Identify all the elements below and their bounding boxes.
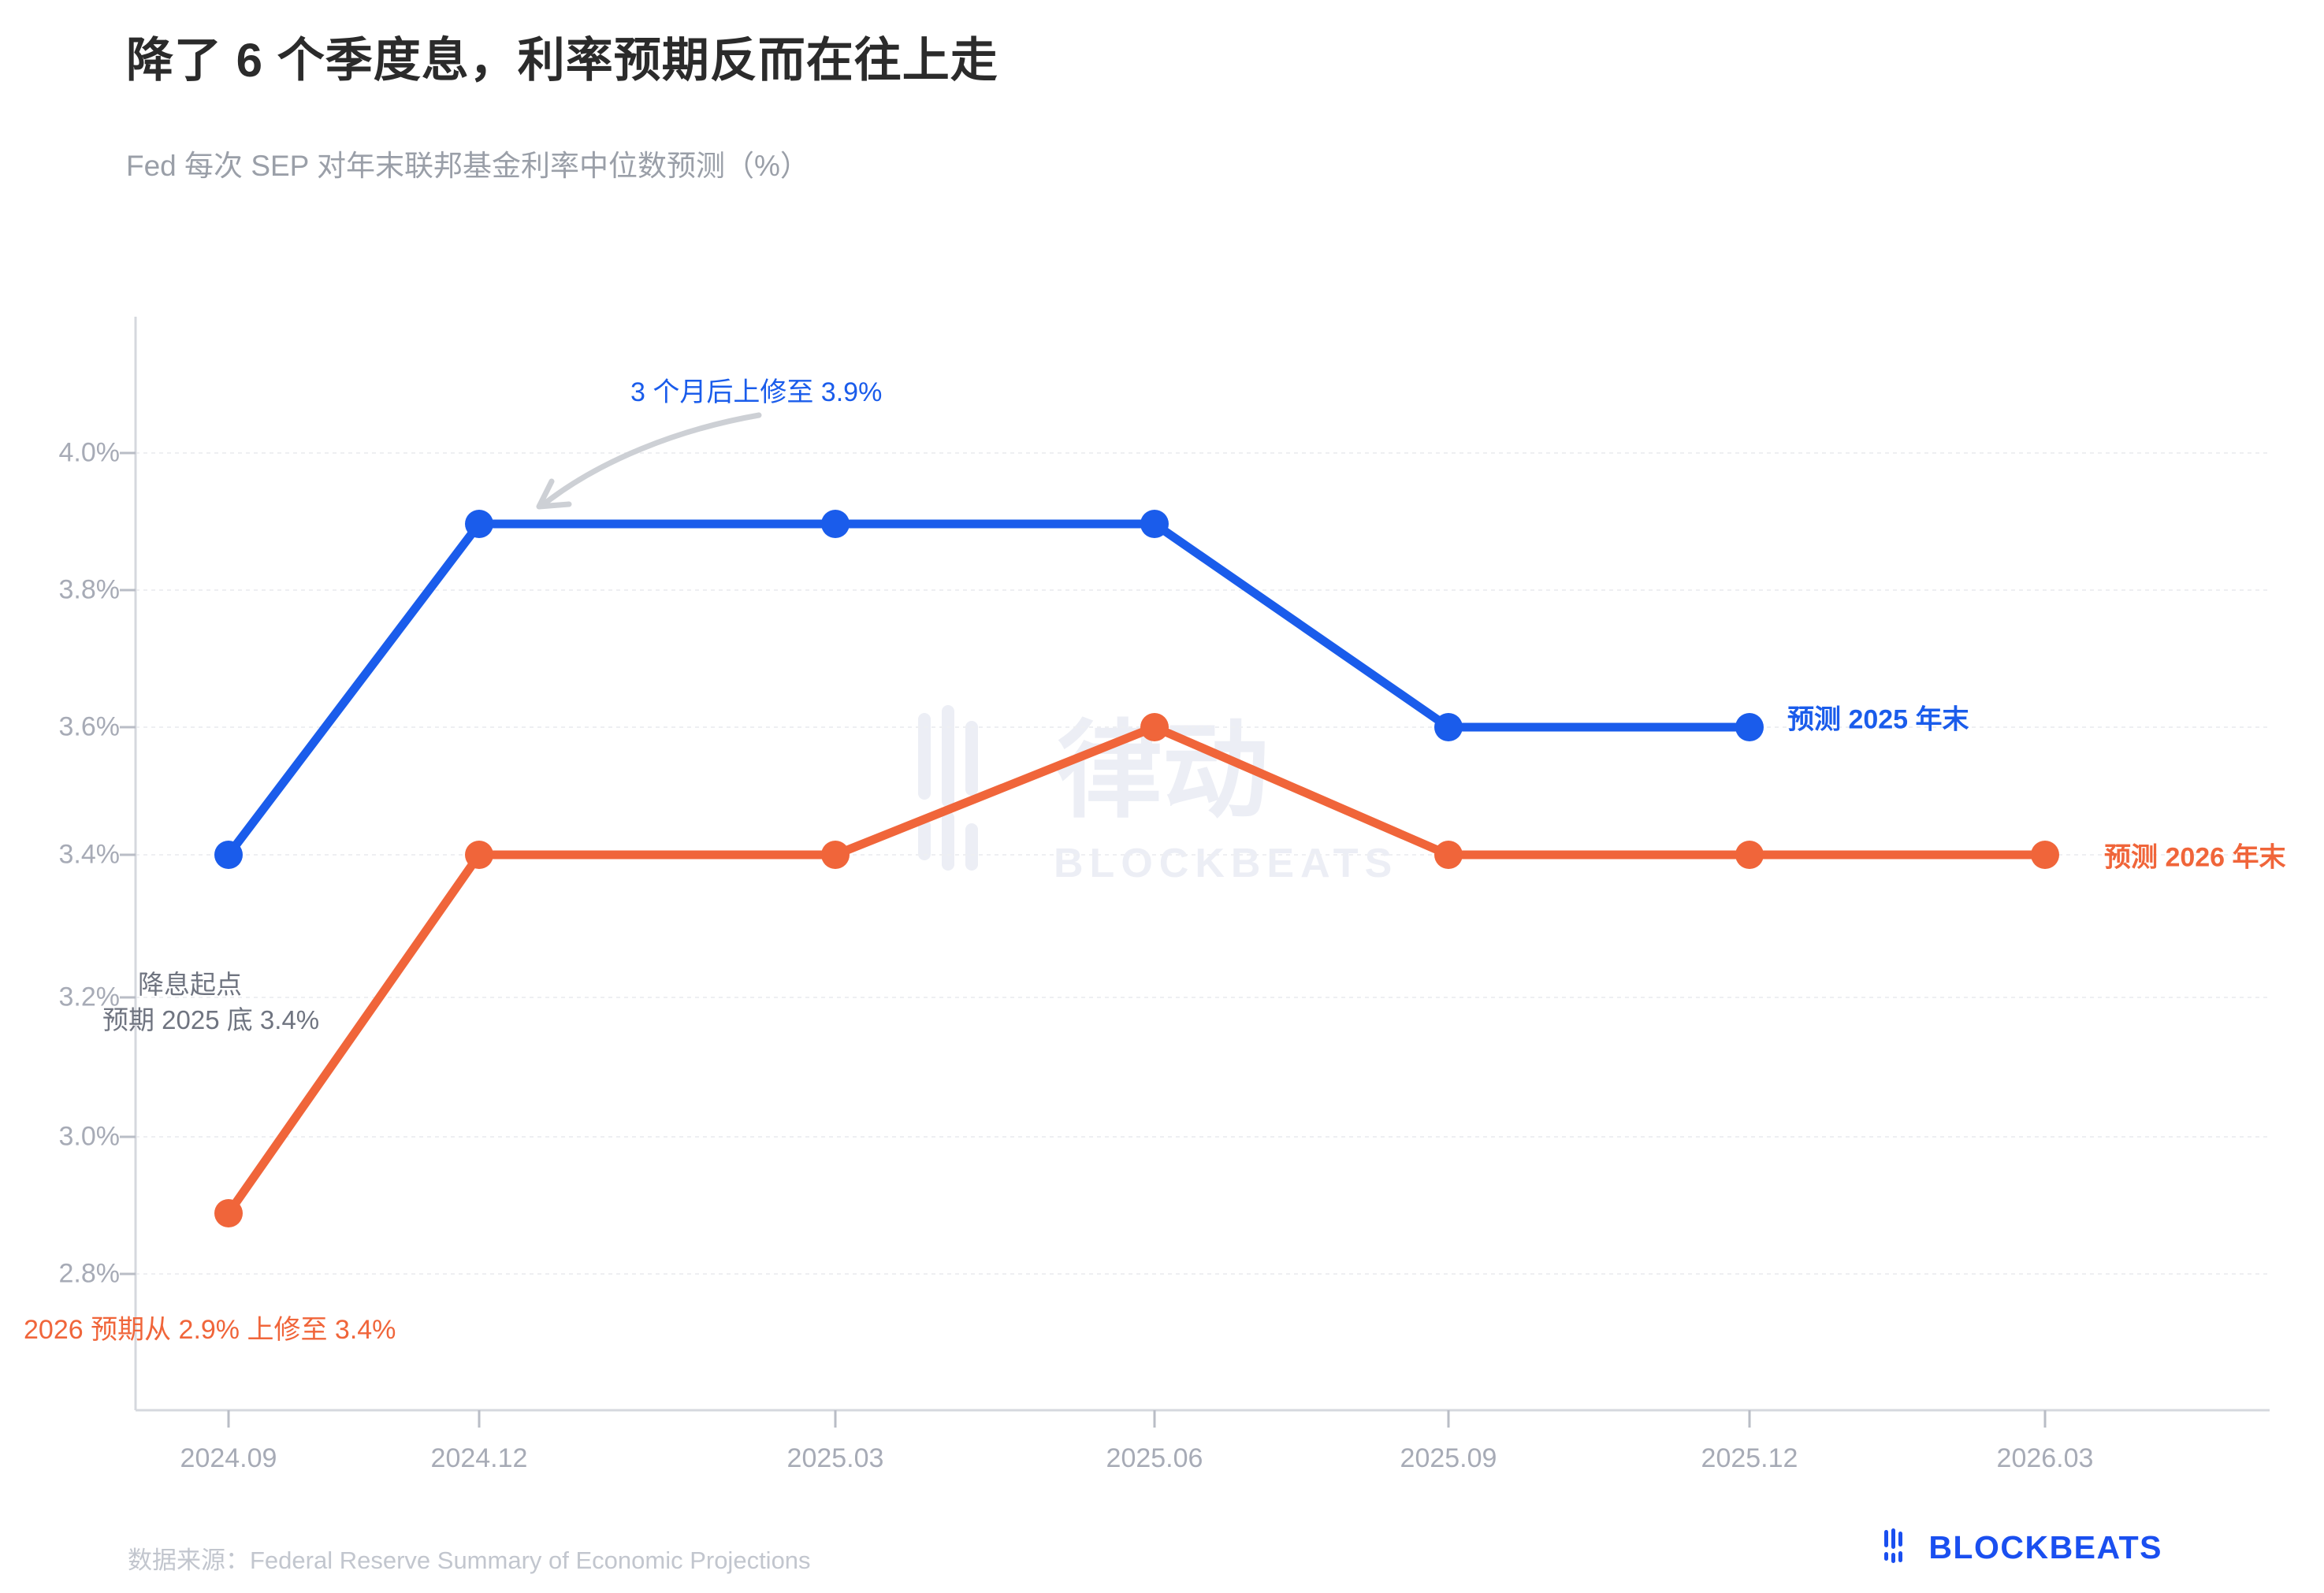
y-tick-label: 3.8% bbox=[58, 574, 121, 605]
y-tick-label: 3.2% bbox=[58, 982, 121, 1012]
series-label-2026: 预测 2026 年末 bbox=[2104, 842, 2286, 873]
blockbeats-bars-icon bbox=[1884, 1528, 1921, 1567]
y-tick-label: 4.0% bbox=[58, 437, 121, 468]
series-label-2025: 预测 2025 年末 bbox=[1787, 704, 1969, 735]
chart-gridlines bbox=[136, 452, 2270, 1275]
y-tick-label: 3.6% bbox=[58, 711, 121, 742]
annotation-cut-start: 降息起点 预期 2025 底 3.4% bbox=[102, 967, 319, 1038]
series-line-2026 bbox=[224, 722, 2050, 1218]
annotation-cut-start-line2: 预期 2025 底 3.4% bbox=[102, 1004, 320, 1034]
annotation-cut-start-line1: 降息起点 bbox=[138, 970, 242, 999]
y-axis-ticks bbox=[120, 451, 136, 1276]
series-markers-2025 bbox=[214, 510, 1764, 869]
x-tick-label: 2024.09 bbox=[180, 1443, 277, 1473]
data-source-note: 数据来源：Federal Reserve Summary of Economic… bbox=[128, 1547, 811, 1574]
chart-subtitle: Fed 每次 SEP 对年末联邦基金利率中位数预测（%） bbox=[126, 150, 809, 182]
x-tick-label: 2026.03 bbox=[1996, 1443, 2094, 1473]
annotation-revised-to-39: 3 个月后上修至 3.9% bbox=[630, 377, 883, 407]
x-axis-ticks bbox=[227, 1410, 2047, 1428]
chart-axes bbox=[134, 317, 2270, 1412]
x-tick-label: 2025.09 bbox=[1400, 1443, 1497, 1473]
y-tick-label: 3.4% bbox=[58, 839, 121, 870]
series-markers-2026 bbox=[214, 713, 2059, 1227]
page-title: 降了 6 个季度息，利率预期反而在往上走 bbox=[126, 34, 998, 87]
annotation-2026-revision: 2026 预期从 2.9% 上修至 3.4% bbox=[24, 1315, 396, 1345]
callout-arrow-icon bbox=[536, 412, 762, 510]
x-tick-label: 2025.12 bbox=[1701, 1443, 1798, 1473]
y-tick-label: 2.8% bbox=[58, 1258, 121, 1289]
y-tick-label: 3.0% bbox=[58, 1121, 121, 1152]
brand-logo: BLOCKBEATS bbox=[1884, 1528, 2162, 1567]
x-tick-label: 2025.03 bbox=[786, 1443, 884, 1473]
x-tick-label: 2024.12 bbox=[430, 1443, 528, 1473]
x-tick-label: 2025.06 bbox=[1106, 1443, 1203, 1473]
series-line-2025 bbox=[224, 519, 1754, 860]
brand-logo-text: BLOCKBEATS bbox=[1928, 1529, 2162, 1565]
